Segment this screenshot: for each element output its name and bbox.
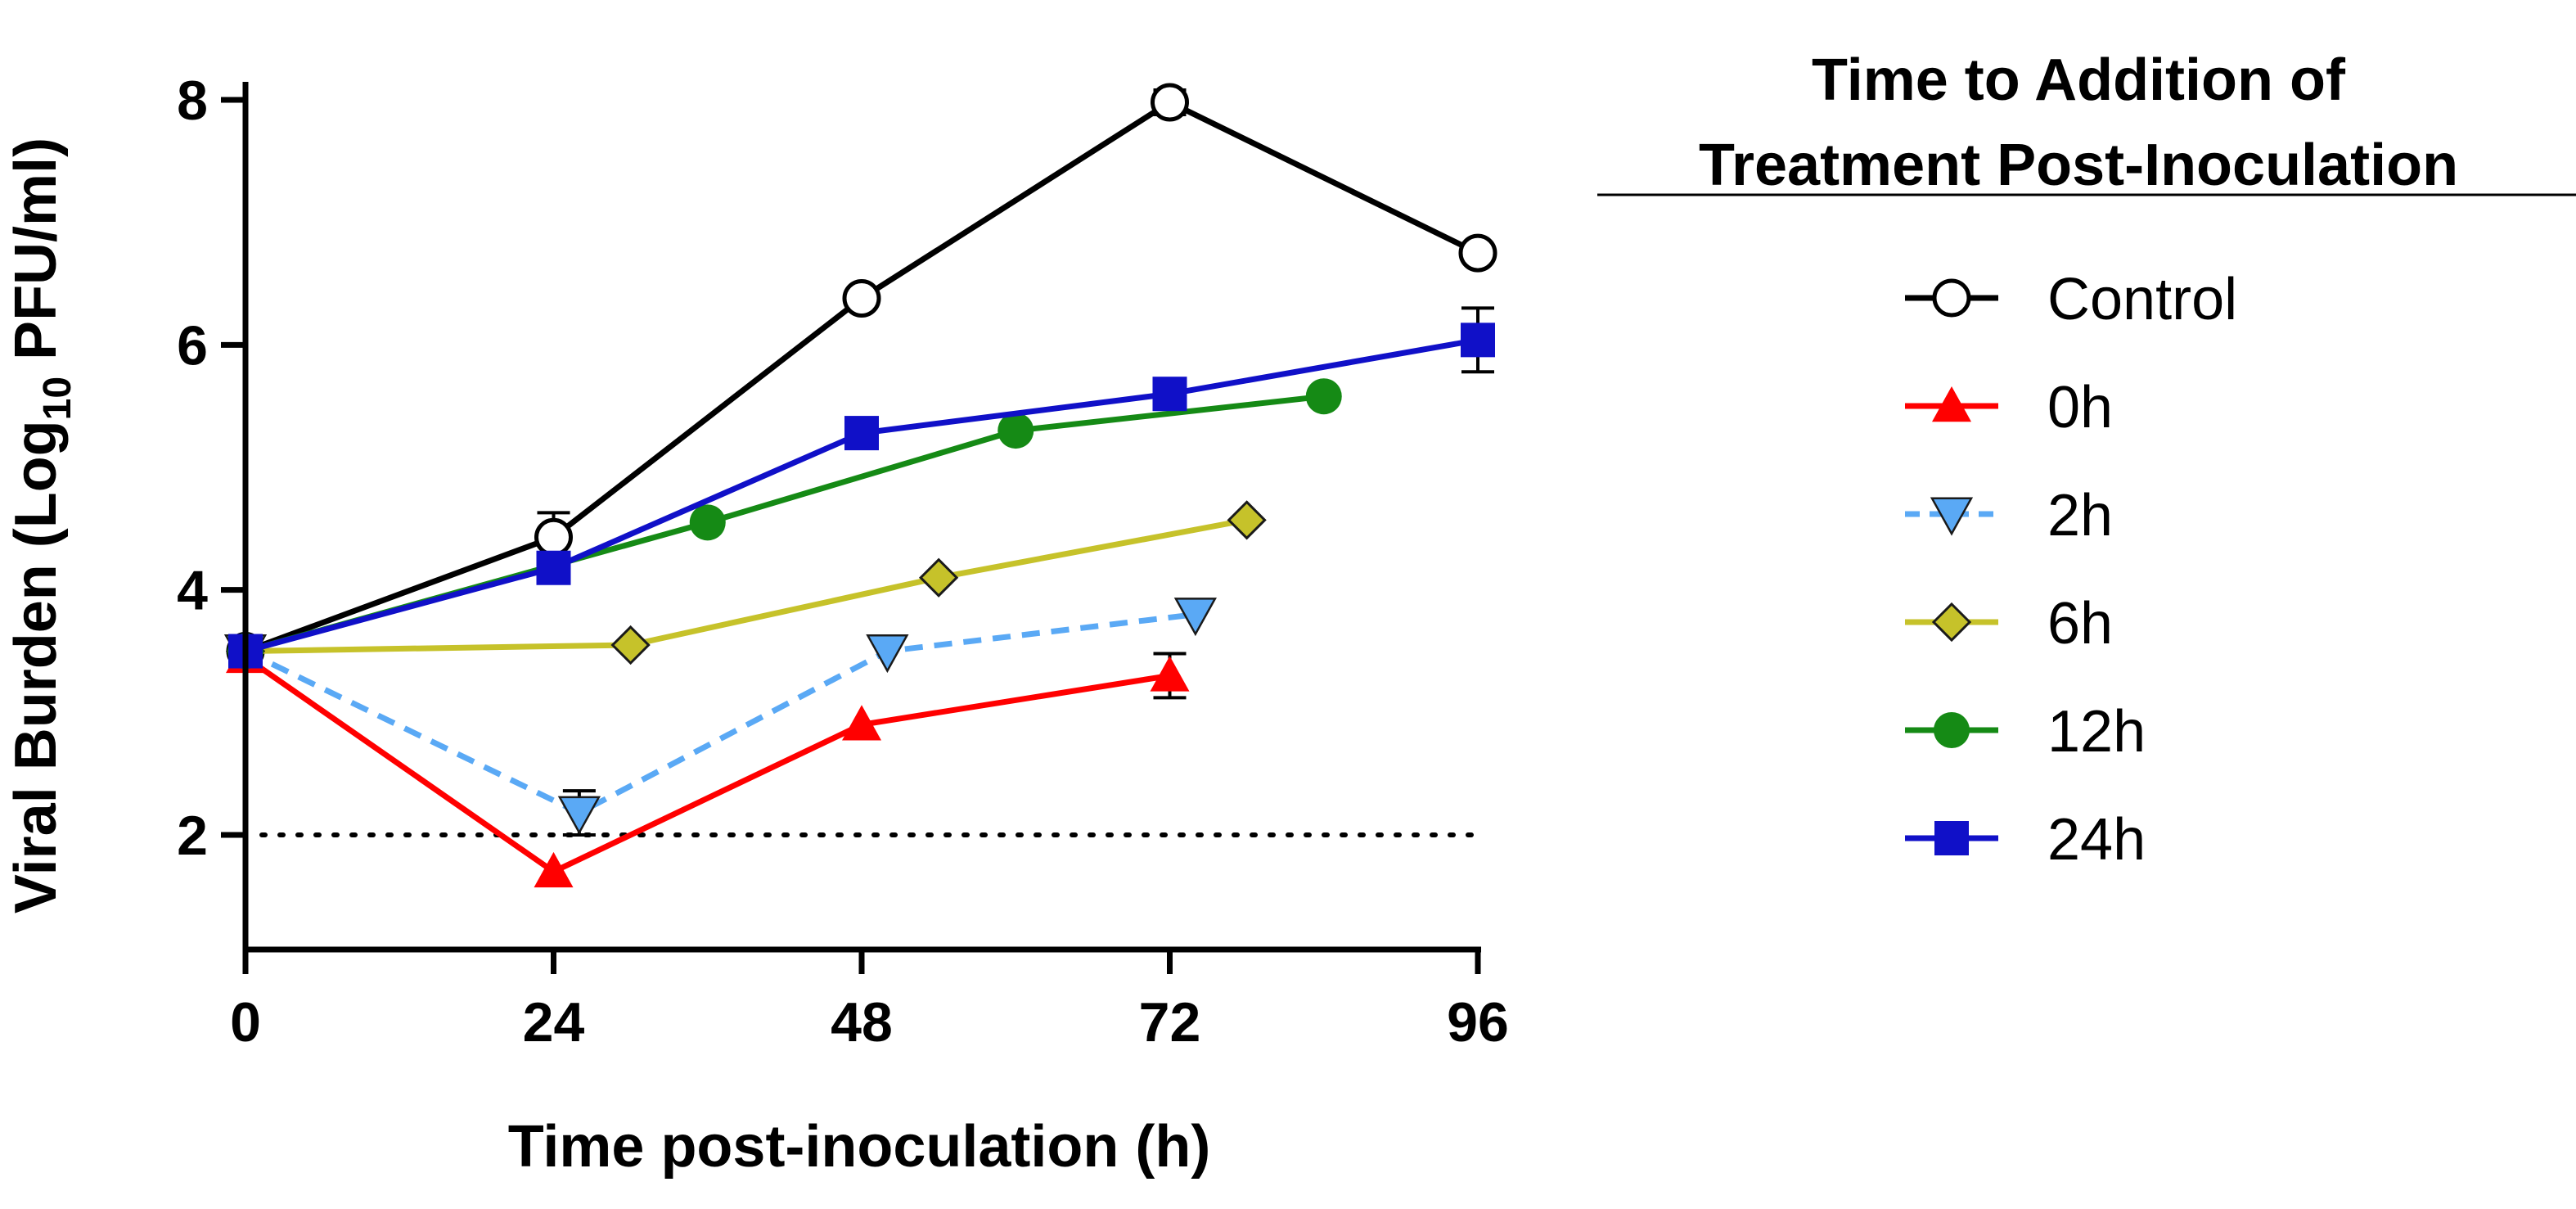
legend-2h-label: 2h (2047, 483, 2113, 548)
series-2h-point-3 (1173, 598, 1217, 637)
legend-title-line1: Time to Addition of (1812, 47, 2346, 113)
legend-items: Control 0h 2h 6h 12h 24h (1905, 267, 2237, 873)
series-0h-point-3 (1150, 656, 1190, 692)
x-tick-label-48: 48 (831, 991, 893, 1053)
series-6h-line (245, 517, 1248, 654)
legend-0h-item: 0h (1905, 375, 2113, 440)
x-tick-label-72: 72 (1139, 991, 1201, 1053)
series-2h-point-1 (557, 796, 601, 835)
series-12h (227, 378, 1342, 670)
y-axis-title: Viral Burden (Log10 PFU/ml) (3, 138, 79, 914)
y-axis-title-subscript: 10 (36, 377, 79, 420)
series-6h-point-2 (919, 557, 959, 598)
series-0h (226, 637, 1190, 888)
x-tick-label-96: 96 (1447, 991, 1509, 1053)
series-24h-line (245, 336, 1479, 654)
plot-area (223, 83, 1497, 888)
legend-24h-label: 24h (2047, 807, 2146, 873)
series-24h-point-3 (1152, 377, 1187, 412)
series-12h-point-1 (689, 504, 726, 541)
y-axis-title-main: Viral Burden (Log (3, 420, 69, 914)
series-2h-line (244, 611, 1196, 816)
series-0h-point-2 (842, 705, 881, 741)
legend-title-line2: Treatment Post-Inoculation (1699, 133, 2458, 198)
legend-control-marker (1932, 278, 1971, 318)
series-12h-point-3 (1305, 378, 1342, 415)
series-2h-point-2 (866, 634, 909, 674)
series-6h-point-3 (1227, 500, 1267, 540)
series-control-point-2 (842, 278, 881, 318)
legend-6h-item: 6h (1905, 591, 2113, 656)
series-24h-point-1 (536, 550, 571, 585)
legend-0h-label: 0h (2047, 375, 2113, 440)
legend-24h-item: 24h (1905, 807, 2146, 873)
series-6h-point-1 (610, 625, 651, 665)
y-tick-label-4: 4 (177, 560, 208, 622)
series-12h-point-2 (998, 413, 1034, 449)
x-tick-label-24: 24 (523, 991, 585, 1053)
legend-0h-marker (1932, 386, 1971, 422)
series-2h (223, 598, 1217, 837)
series-0h-line (244, 655, 1171, 875)
legend-control-item: Control (1905, 267, 2237, 332)
y-axis-title-end: PFU/ml) (3, 138, 69, 377)
series-control-point-4 (1458, 233, 1497, 273)
legend-24h-marker (1934, 821, 1969, 855)
series-control-point-1 (534, 517, 573, 557)
series-control (226, 83, 1497, 670)
series-control-line (244, 99, 1479, 654)
y-tick-label-8: 8 (177, 70, 208, 132)
legend-12h-label: 12h (2047, 699, 2146, 765)
legend-6h-marker (1931, 602, 1972, 643)
legend-2h-marker (1930, 497, 1974, 536)
series-control-point-3 (1151, 83, 1189, 122)
x-axis-title: Time post-inoculation (h) (508, 1114, 1211, 1180)
y-tick-label-6: 6 (177, 314, 208, 377)
legend-control-label: Control (2047, 267, 2237, 332)
legend-12h-item: 12h (1905, 699, 2146, 765)
series-24h-point-2 (844, 416, 879, 451)
legend-2h-item: 2h (1905, 483, 2113, 548)
legend-12h-marker (1934, 712, 1970, 748)
series-24h-point-4 (1461, 323, 1495, 358)
legend: Time to Addition of Treatment Post-Inocu… (1597, 47, 2576, 873)
legend-6h-label: 6h (2047, 591, 2113, 656)
series-6h (225, 500, 1267, 671)
series-24h (228, 306, 1495, 669)
y-tick-label-2: 2 (177, 805, 208, 867)
series-0h-point-1 (534, 851, 574, 888)
x-tick-label-0: 0 (230, 991, 261, 1053)
